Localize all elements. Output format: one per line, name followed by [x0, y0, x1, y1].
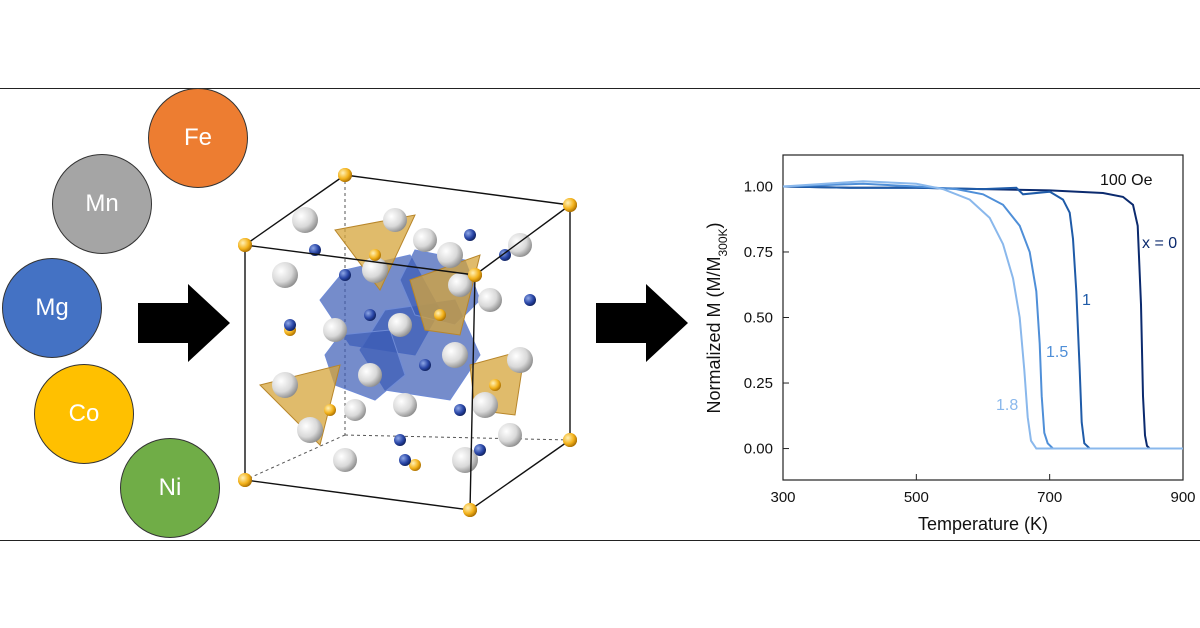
element-mg-label: Mg — [35, 294, 69, 321]
top-divider — [0, 88, 1200, 89]
x-tick-label: 700 — [1037, 489, 1062, 506]
series-line-1 — [782, 185, 1183, 450]
y-tick-label: 0.75 — [744, 244, 773, 261]
y-axis-title-sub: 300K — [716, 228, 730, 256]
y-tick-label: 0.50 — [744, 310, 773, 327]
y-axis-title: Normalized M (M/M300K) — [704, 222, 730, 413]
y-tick-label: 0.25 — [744, 375, 773, 392]
series-line-3 — [782, 180, 1183, 450]
series-line-2 — [782, 182, 1183, 450]
x-axis-title: Temperature (K) — [918, 514, 1048, 534]
element-mn-circle: Mn — [52, 154, 152, 254]
y-axis-title-end: ) — [704, 222, 724, 228]
series-label-x0: x = 0 — [1142, 235, 1177, 252]
element-mn-label: Mn — [85, 190, 119, 217]
x-tick-label: 900 — [1170, 489, 1195, 506]
right-arrow-icon — [596, 284, 688, 362]
x-tick-label: 300 — [770, 489, 795, 506]
element-co-circle: Co — [34, 364, 134, 464]
element-co-label: Co — [68, 400, 100, 427]
right-arrow-icon — [138, 284, 230, 362]
series-label-1: 1 — [1082, 292, 1091, 309]
magnetization-chart: 0.00 0.25 0.50 0.75 1.00 300 500 700 900 100 Oe… — [704, 154, 1196, 534]
element-fe-circle: Fe — [148, 88, 248, 188]
y-axis-title-main: Normalized M (M/M — [704, 257, 724, 414]
y-axis: 0.00 0.25 0.50 0.75 1.00 — [744, 178, 789, 458]
x-axis: 300 500 700 900 — [770, 474, 1196, 506]
series-label-1-5: 1.5 — [1046, 344, 1068, 361]
spinel-crystal-structure — [238, 168, 577, 517]
element-ni-label: Ni — [158, 474, 182, 501]
series-line-0 — [782, 185, 1183, 450]
y-tick-label: 0.00 — [744, 441, 773, 458]
element-mg-circle: Mg — [2, 258, 102, 358]
series-label-1-8: 1.8 — [996, 397, 1018, 414]
series-group — [782, 180, 1183, 450]
annotation-field: 100 Oe — [1100, 172, 1153, 189]
y-tick-label: 1.00 — [744, 178, 773, 195]
element-ni-circle: Ni — [120, 438, 220, 538]
element-fe-label: Fe — [183, 124, 212, 151]
x-tick-label: 500 — [904, 489, 929, 506]
bottom-divider — [0, 540, 1200, 541]
plot-frame — [782, 154, 1184, 481]
